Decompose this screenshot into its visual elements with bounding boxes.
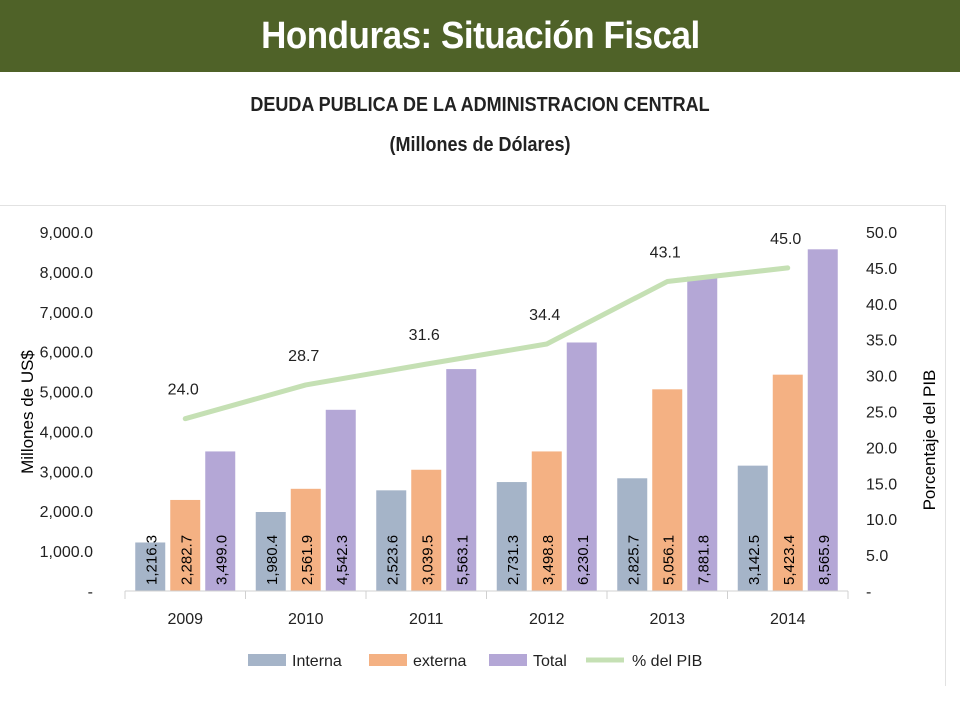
legend-label: Total — [533, 653, 567, 670]
legend-label: externa — [413, 653, 466, 670]
bar-value-label: 3,498.8 — [540, 535, 557, 585]
bar-value-label: 2,282.7 — [178, 535, 195, 585]
x-tick-label: 2012 — [529, 611, 565, 628]
y2-tick-label: 50.0 — [866, 225, 897, 242]
y2-tick-label: 25.0 — [866, 405, 897, 422]
y-tick-label: 7,000.0 — [40, 305, 93, 322]
legend-swatch — [369, 654, 407, 666]
chart-subtitle: (Millones de Dólares) — [389, 134, 571, 156]
y-tick-label: 9,000.0 — [40, 225, 93, 242]
y-tick-label: 1,000.0 — [40, 544, 93, 561]
bar-interna — [737, 465, 768, 591]
pib-value-label: 31.6 — [409, 327, 440, 344]
y-tick-label: 5,000.0 — [40, 385, 93, 402]
bar-value-label: 2,561.9 — [299, 535, 316, 585]
bar-value-label: 8,565.9 — [816, 535, 833, 585]
bar-interna — [376, 490, 407, 591]
x-tick-label: 2013 — [649, 611, 685, 628]
y2-tick-label: 45.0 — [866, 261, 897, 278]
y2-tick-label: 5.0 — [866, 548, 888, 565]
bar-value-label: 5,563.1 — [454, 535, 471, 585]
pib-value-label: 43.1 — [650, 245, 681, 262]
bar-externa — [290, 488, 321, 591]
bar-value-label: 1,980.4 — [264, 535, 281, 585]
pib-value-label: 34.4 — [529, 307, 560, 324]
y-tick-label: 6,000.0 — [40, 345, 93, 362]
legend-label: % del PIB — [632, 653, 702, 670]
pib-value-label: 24.0 — [168, 382, 199, 399]
bar-externa — [772, 374, 803, 591]
bar-value-label: 7,881.8 — [695, 535, 712, 585]
bar-interna — [255, 512, 286, 591]
bar-externa — [531, 451, 562, 591]
bar-interna — [135, 542, 166, 591]
bar-total — [566, 342, 597, 591]
bar-total — [205, 451, 236, 591]
bar-value-label: 4,542.3 — [334, 535, 351, 585]
title-banner: Honduras: Situación Fiscal — [0, 0, 960, 72]
chart-title: DEUDA PUBLICA DE LA ADMINISTRACION CENTR… — [250, 94, 710, 116]
y-tick-label: 8,000.0 — [40, 265, 93, 282]
bar-value-label: 2,731.3 — [505, 535, 522, 585]
y2-tick-label: 35.0 — [866, 333, 897, 350]
y-tick-label: 4,000.0 — [40, 424, 93, 441]
y-tick-label: 3,000.0 — [40, 464, 93, 481]
pib-value-label: 28.7 — [288, 348, 319, 365]
y-axis-label: Millones de US$ — [18, 350, 37, 474]
y2-axis-label: Porcentaje del PIB — [920, 370, 939, 511]
bar-value-label: 2,523.6 — [384, 535, 401, 585]
x-tick-label: 2009 — [167, 611, 203, 628]
bar-interna — [617, 478, 648, 591]
y2-tick-label: 30.0 — [866, 369, 897, 386]
y2-tick-label: 40.0 — [866, 297, 897, 314]
bar-value-label: 3,499.0 — [213, 535, 230, 585]
bar-total — [687, 276, 718, 591]
bar-value-label: 1,216.3 — [143, 535, 160, 585]
y2-tick-label: 10.0 — [866, 512, 897, 529]
legend-swatch — [489, 654, 527, 666]
bar-externa — [170, 499, 201, 591]
bar-value-label: 2,825.7 — [625, 535, 642, 585]
bar-externa — [652, 389, 683, 591]
legend-label: Interna — [292, 653, 342, 670]
bar-value-label: 5,423.4 — [781, 535, 798, 585]
pib-value-label: 45.0 — [770, 231, 801, 248]
bar-value-label: 5,056.1 — [660, 535, 677, 585]
y-tick-label: 2,000.0 — [40, 504, 93, 521]
y2-tick-label: 15.0 — [866, 476, 897, 493]
y2-tick-label: - — [866, 584, 871, 601]
x-tick-label: 2010 — [288, 611, 324, 628]
bar-total — [807, 249, 838, 591]
bar-value-label: 6,230.1 — [575, 535, 592, 585]
y-tick-label: - — [88, 584, 93, 601]
bar-total — [446, 369, 477, 591]
x-tick-label: 2014 — [770, 611, 806, 628]
bar-value-label: 3,039.5 — [419, 535, 436, 585]
bar-value-label: 3,142.5 — [746, 535, 763, 585]
legend-swatch — [248, 654, 286, 666]
bar-total — [325, 409, 356, 591]
pib-line — [182, 265, 791, 422]
chart-frame — [0, 205, 946, 686]
bar-interna — [496, 482, 527, 591]
y2-tick-label: 20.0 — [866, 440, 897, 457]
x-tick-label: 2011 — [409, 611, 444, 628]
page-title: Honduras: Situación Fiscal — [260, 14, 700, 57]
bar-externa — [411, 469, 442, 591]
